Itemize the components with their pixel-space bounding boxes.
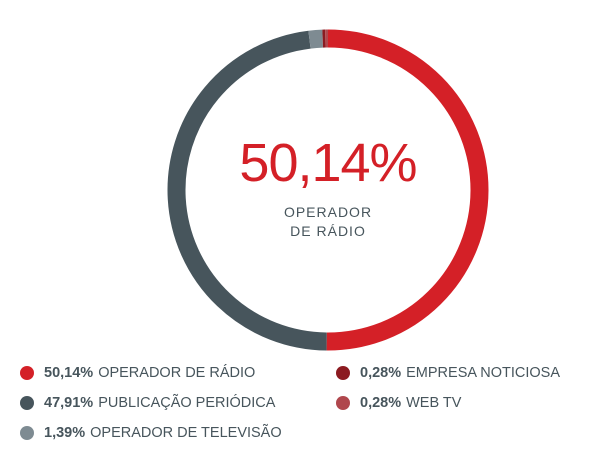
legend-value: 50,14% — [44, 365, 94, 381]
legend-label: OPERADOR DE TELEVISÃO — [90, 425, 282, 441]
legend-value: 0,28% — [360, 395, 402, 411]
legend-label: WEB TV — [406, 395, 462, 411]
legend-item: 0,28% EMPRESA NOTICIOSA — [336, 365, 560, 381]
legend-label: OPERADOR DE RÁDIO — [98, 365, 256, 381]
donut-segment — [326, 29, 489, 351]
legend-swatch — [20, 366, 34, 380]
donut-segment — [308, 29, 324, 49]
legend-item: 47,91% PUBLICAÇÃO PERIÓDICA — [20, 395, 275, 411]
legend-item: 50,14% OPERADOR DE RÁDIO — [20, 365, 255, 381]
legend-item: 0,28% WEB TV — [336, 395, 461, 411]
legend-swatch — [20, 396, 34, 410]
legend-label: PUBLICAÇÃO PERIÓDICA — [98, 395, 276, 411]
legend-swatch — [336, 366, 350, 380]
legend-label: EMPRESA NOTICIOSA — [406, 365, 561, 381]
legend-item: 1,39% OPERADOR DE TELEVISÃO — [20, 425, 282, 441]
legend-swatch — [336, 396, 350, 410]
legend-value: 1,39% — [44, 425, 86, 441]
donut-segment — [167, 30, 327, 351]
center-value: 50,14% — [239, 133, 417, 193]
center-caption: OPERADOR DE RÁDIO — [283, 204, 373, 239]
legend-value: 0,28% — [360, 365, 402, 381]
legend-value: 47,91% — [44, 395, 94, 411]
legend-swatch — [20, 426, 34, 440]
